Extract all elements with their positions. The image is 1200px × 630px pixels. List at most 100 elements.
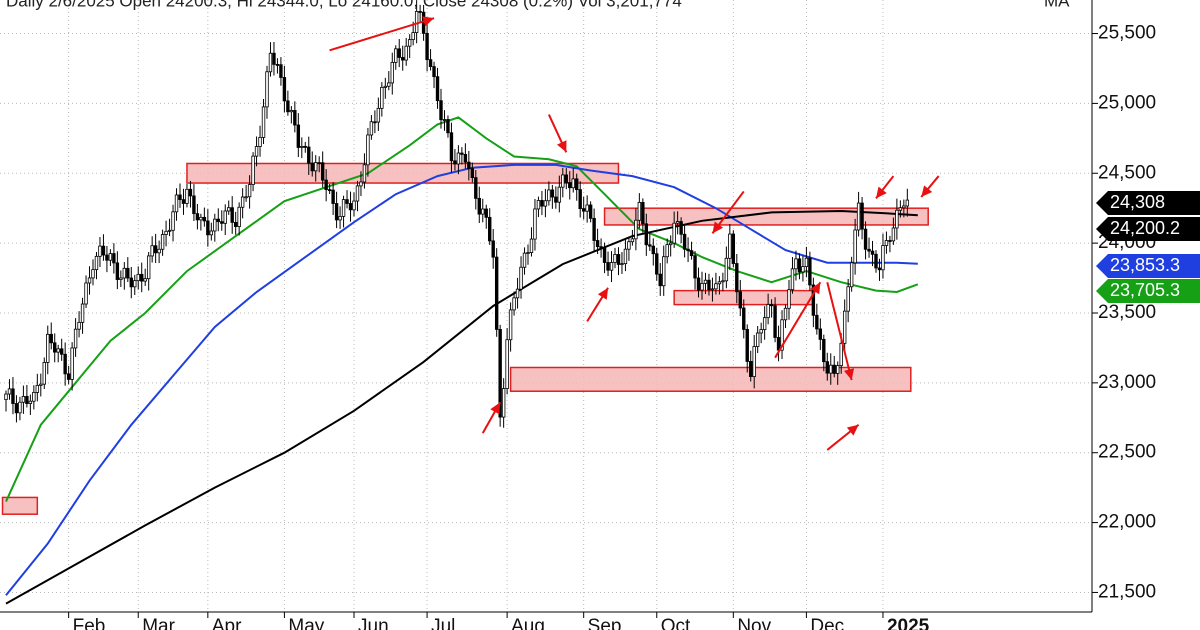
candle-body (446, 119, 450, 134)
candle-body (634, 219, 638, 240)
price-tag-label: 23,853.3 (1110, 255, 1180, 275)
candle-body (568, 182, 572, 189)
candle-body (286, 100, 290, 113)
candle-body (380, 86, 384, 109)
candle-body (418, 11, 422, 13)
candle-body (394, 48, 398, 63)
candle-body (836, 365, 840, 374)
candle-body (314, 162, 318, 172)
candle-body (815, 314, 819, 330)
candle-body (623, 248, 628, 265)
candle-body (554, 196, 558, 203)
candle-body (258, 137, 262, 147)
candle-body (881, 245, 885, 271)
candle-body (477, 197, 481, 215)
candle-body (25, 396, 29, 404)
y-tick-label: 23,500 (1098, 302, 1156, 323)
candle-body (240, 196, 245, 208)
y-tick-label: 22,500 (1098, 442, 1156, 463)
candle-body (181, 199, 186, 204)
candle-body (320, 162, 325, 181)
moving-averages (5, 116, 919, 605)
candle-body (522, 252, 527, 268)
candle-body (728, 233, 732, 259)
moving-average-line (5, 116, 919, 503)
candle-body (742, 307, 746, 330)
candle-body (63, 353, 67, 375)
candle-body (119, 277, 123, 280)
candle-body (331, 189, 335, 204)
candle-body (185, 188, 189, 204)
y-tick-label: 22,000 (1098, 512, 1156, 533)
candle-body (651, 245, 655, 255)
candle-body (230, 207, 234, 223)
candle-body (77, 321, 81, 330)
candle-body (870, 250, 875, 255)
x-tick-label: Sep (588, 616, 622, 630)
candle-body (717, 281, 722, 285)
candle-body (80, 303, 85, 323)
candle-body (689, 250, 694, 257)
candle-body (602, 247, 607, 263)
candle-body (195, 213, 200, 221)
x-tick-label: Dec (810, 616, 844, 630)
candle-body (738, 291, 742, 309)
candle-body (369, 121, 374, 136)
candle-body (146, 255, 151, 280)
candle-body (449, 132, 454, 162)
candle-body (588, 204, 593, 219)
candle-body (202, 216, 207, 222)
candle-body (484, 208, 488, 218)
candle-body (575, 178, 579, 191)
candle-body (279, 64, 283, 78)
candle-body (244, 196, 248, 199)
candle-body (501, 388, 506, 418)
annotation-arrow-head (557, 140, 567, 153)
candle-body (557, 186, 562, 203)
candle-body (174, 194, 179, 213)
candle-body (254, 146, 259, 157)
candle-body (157, 248, 161, 254)
candle-body (519, 266, 523, 290)
annotation-arrow-head (712, 221, 724, 234)
candle-body (494, 256, 499, 330)
price-zone (603, 207, 929, 226)
candle-body (425, 32, 429, 61)
candle-body (665, 244, 669, 258)
candle-body (247, 184, 252, 198)
candle-body (46, 333, 50, 363)
candle-body (407, 39, 412, 47)
annotation-arrow-head (876, 186, 887, 199)
candle-body (136, 273, 140, 282)
candle-body (627, 241, 631, 250)
candle-body (220, 221, 224, 224)
price-tag (1096, 217, 1200, 241)
candle-body (442, 119, 447, 121)
candle-body (317, 162, 321, 165)
candle-body (272, 52, 276, 65)
candle-body (160, 234, 165, 250)
candle-body (150, 245, 154, 257)
candle-body (91, 269, 95, 279)
annotation-arrow-head (422, 16, 435, 27)
candle-body (790, 268, 795, 291)
y-tick-label: 23,000 (1098, 372, 1156, 393)
candle-body (794, 258, 798, 270)
candle-body (543, 200, 548, 207)
candle-body (133, 280, 137, 288)
candle-body (223, 210, 227, 224)
candle-body (84, 282, 88, 305)
annotation-arrow-head (843, 368, 855, 381)
candle-body (491, 240, 495, 258)
candle-body (373, 121, 377, 124)
candle-body (338, 215, 342, 221)
candle-body (693, 255, 697, 279)
candle-body (783, 307, 788, 321)
candle-body (355, 185, 360, 202)
candle-body (289, 110, 294, 113)
candle-body (710, 288, 715, 291)
candle-body (721, 280, 725, 283)
candle-body (839, 342, 843, 367)
candle-body (359, 181, 363, 187)
candle-body (192, 195, 196, 215)
